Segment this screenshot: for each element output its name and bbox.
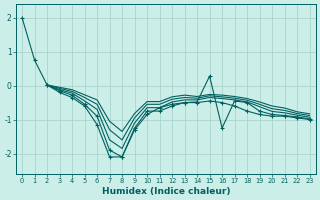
X-axis label: Humidex (Indice chaleur): Humidex (Indice chaleur) — [101, 187, 230, 196]
